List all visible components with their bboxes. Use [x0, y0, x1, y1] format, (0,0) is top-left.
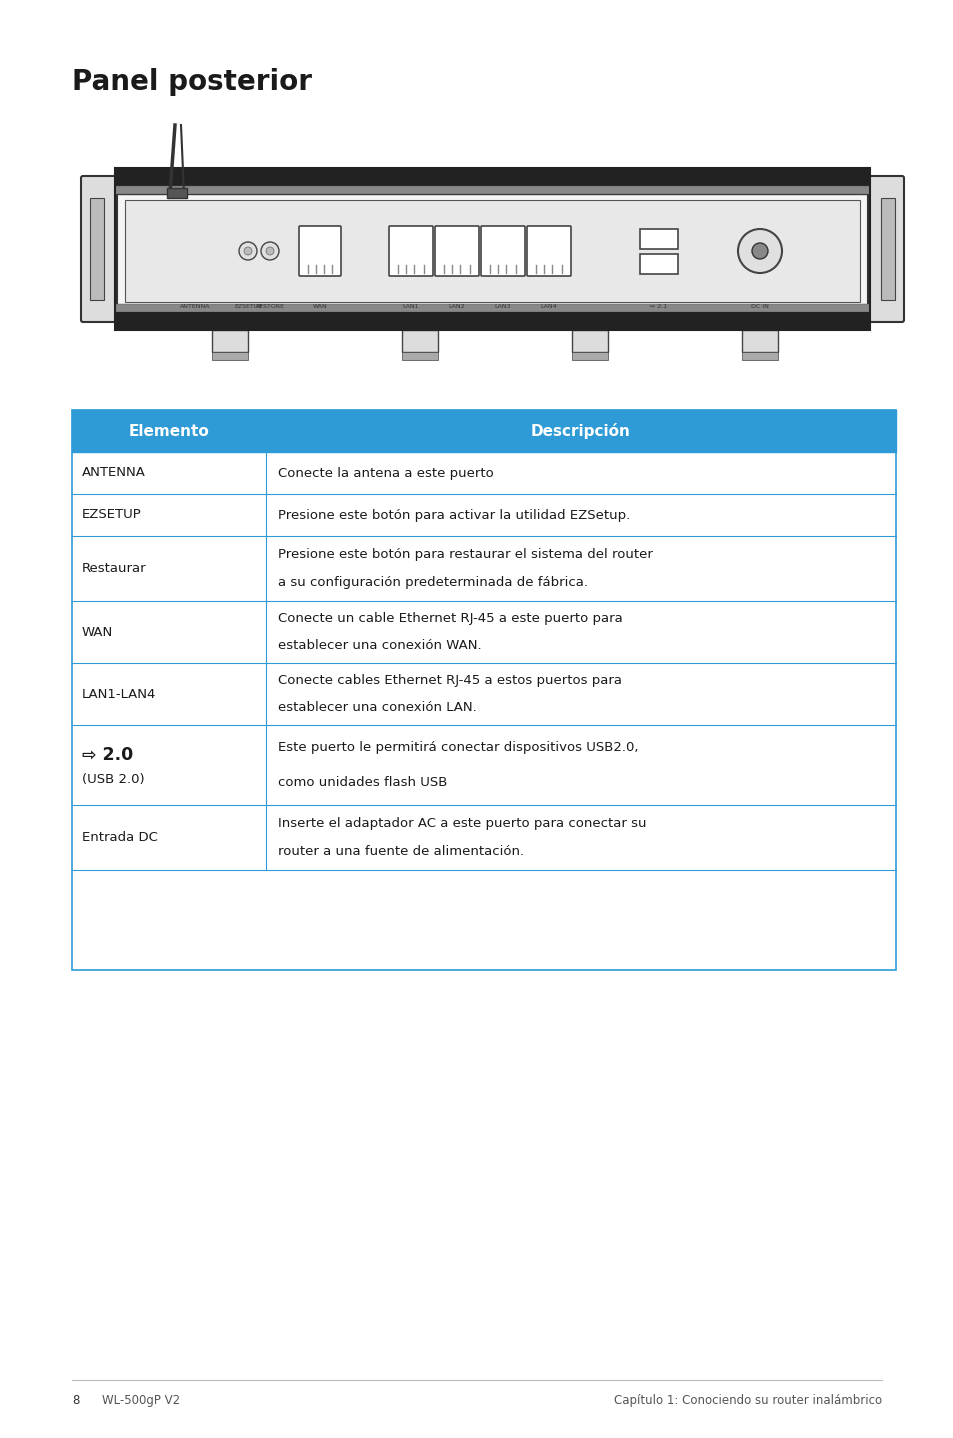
Bar [741, 352, 778, 360]
Bar [115, 168, 869, 186]
Bar [401, 329, 437, 352]
FancyBboxPatch shape [389, 226, 433, 276]
Text: Conecte cables Ethernet RJ-45 a estos puertos para: Conecte cables Ethernet RJ-45 a estos pu… [277, 674, 621, 687]
Circle shape [751, 243, 767, 259]
Text: como unidades flash USB: como unidades flash USB [277, 777, 447, 789]
Text: Presione este botón para restaurar el sistema del router: Presione este botón para restaurar el si… [277, 548, 652, 561]
Bar [71, 725, 895, 805]
Text: Capítulo 1: Conociendo su router inalámbrico: Capítulo 1: Conociendo su router inalámb… [613, 1393, 882, 1406]
FancyBboxPatch shape [298, 226, 340, 276]
Bar [115, 186, 869, 194]
Text: router a una fuente de alimentación.: router a una fuente de alimentación. [277, 846, 523, 858]
Text: Presione este botón para activar la utilidad EZSetup.: Presione este botón para activar la util… [277, 509, 629, 522]
Text: Este puerto le permitirá conectar dispositivos USB2.0,: Este puerto le permitirá conectar dispos… [277, 741, 638, 754]
Bar [401, 352, 437, 360]
Bar [71, 410, 895, 971]
FancyBboxPatch shape [480, 226, 524, 276]
Circle shape [738, 229, 781, 273]
Text: a su configuración predeterminada de fábrica.: a su configuración predeterminada de fáb… [277, 577, 587, 590]
Bar [115, 312, 869, 329]
Bar [741, 329, 778, 352]
FancyBboxPatch shape [526, 226, 571, 276]
FancyBboxPatch shape [435, 226, 478, 276]
Bar [572, 352, 607, 360]
Bar [212, 352, 248, 360]
Bar [115, 194, 869, 312]
Text: Conecte la antena a este puerto: Conecte la antena a este puerto [277, 466, 493, 479]
Text: RESTORE: RESTORE [255, 303, 284, 309]
Text: WAN: WAN [82, 626, 113, 638]
Bar [71, 805, 895, 870]
Text: ⇨ 2.0: ⇨ 2.0 [82, 746, 133, 765]
Text: Conecte un cable Ethernet RJ-45 a este puerto para: Conecte un cable Ethernet RJ-45 a este p… [277, 611, 621, 626]
Text: ⇨ 2.1: ⇨ 2.1 [650, 303, 667, 309]
Text: ANTENNA: ANTENNA [179, 303, 210, 309]
Bar [212, 329, 248, 352]
Text: Restaurar: Restaurar [82, 562, 147, 575]
Text: LAN4: LAN4 [540, 303, 557, 309]
Text: LAN1-LAN4: LAN1-LAN4 [82, 687, 156, 700]
Text: LAN3: LAN3 [495, 303, 511, 309]
Bar [71, 410, 895, 452]
Text: WAN: WAN [313, 303, 327, 309]
Text: Entrada DC: Entrada DC [82, 831, 157, 844]
Bar [71, 663, 895, 725]
Bar [167, 188, 187, 198]
FancyBboxPatch shape [867, 175, 903, 322]
Circle shape [266, 247, 274, 255]
FancyBboxPatch shape [81, 175, 117, 322]
Bar [639, 253, 678, 273]
Text: establecer una conexión WAN.: establecer una conexión WAN. [277, 638, 480, 653]
Text: DC IN: DC IN [750, 303, 768, 309]
Bar [115, 303, 869, 312]
Text: LAN1: LAN1 [402, 303, 418, 309]
Bar [115, 168, 869, 329]
Bar [880, 198, 894, 301]
Text: LAN2: LAN2 [448, 303, 465, 309]
Bar [572, 329, 607, 352]
Text: EZSETUP: EZSETUP [82, 509, 142, 522]
Bar [639, 229, 678, 249]
Text: Inserte el adaptador AC a este puerto para conectar su: Inserte el adaptador AC a este puerto pa… [277, 817, 645, 830]
Text: Elemento: Elemento [129, 424, 209, 439]
Text: Descripción: Descripción [530, 423, 630, 439]
Text: establecer una conexión LAN.: establecer una conexión LAN. [277, 702, 476, 715]
Text: (USB 2.0): (USB 2.0) [82, 772, 145, 787]
Circle shape [244, 247, 252, 255]
Circle shape [261, 242, 278, 260]
Circle shape [239, 242, 256, 260]
Bar [71, 452, 895, 495]
Text: WL-500gP V2: WL-500gP V2 [102, 1393, 180, 1406]
Text: ANTENNA: ANTENNA [82, 466, 146, 479]
Bar [71, 601, 895, 663]
Text: 8: 8 [71, 1393, 79, 1406]
Bar [71, 495, 895, 536]
Bar [90, 198, 104, 301]
Text: EZSETUP: EZSETUP [233, 303, 262, 309]
Text: Panel posterior: Panel posterior [71, 68, 312, 96]
Bar [125, 200, 859, 302]
Bar [71, 536, 895, 601]
